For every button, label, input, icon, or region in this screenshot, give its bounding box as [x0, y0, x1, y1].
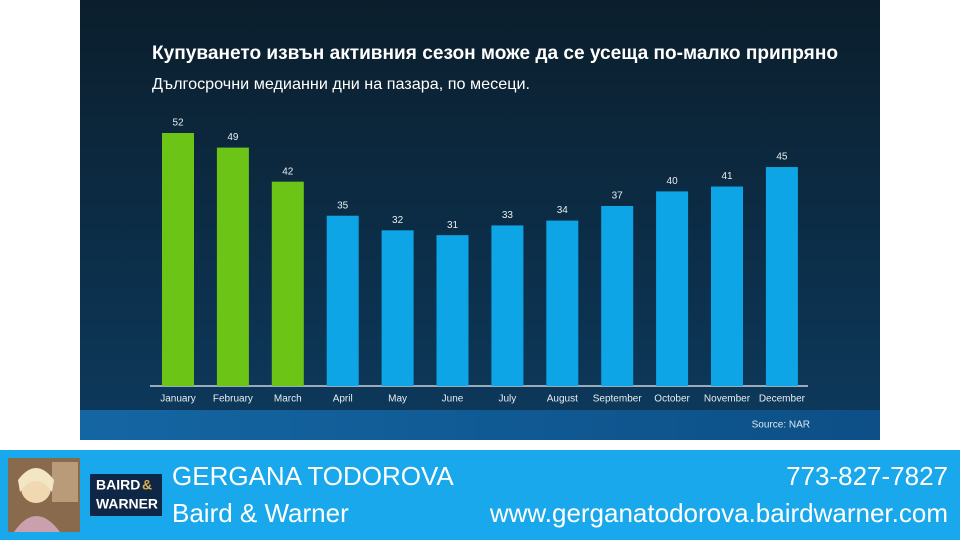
- source-strip: [80, 410, 880, 440]
- bar: [271, 181, 304, 386]
- logo-amp: &: [142, 477, 152, 493]
- x-tick-label: December: [759, 394, 806, 405]
- x-tick-label: March: [274, 394, 302, 405]
- x-tick-label: May: [388, 394, 407, 405]
- bar: [381, 230, 414, 386]
- bar: [765, 167, 798, 386]
- agent-name: GERGANA TODOROVA: [172, 461, 454, 491]
- data-label: 31: [447, 220, 459, 231]
- data-label: 41: [721, 171, 733, 182]
- source: Source: NAR: [752, 420, 810, 431]
- data-label: 37: [612, 191, 624, 202]
- bar: [216, 147, 249, 386]
- data-label: 52: [172, 118, 184, 129]
- data-label: 42: [282, 166, 294, 177]
- chart-title: Купуването извън активния сезон може да …: [152, 43, 838, 64]
- data-label: 34: [557, 205, 569, 216]
- x-tick-label: January: [160, 394, 196, 405]
- bar: [436, 235, 469, 386]
- x-tick-label: July: [499, 394, 517, 405]
- logo: BAIRD & WARNER: [90, 474, 162, 516]
- data-label: 32: [392, 215, 404, 226]
- x-tick-label: February: [213, 394, 253, 405]
- data-label: 33: [502, 210, 514, 221]
- slide: [80, 0, 880, 440]
- phone: 773-827-7827: [786, 461, 948, 491]
- x-tick-label: November: [704, 394, 751, 405]
- url: www.gerganatodorova.bairdwarner.com: [489, 498, 948, 528]
- data-label: 35: [337, 200, 349, 211]
- bar: [711, 186, 743, 386]
- bar: [601, 205, 634, 386]
- bars: 52 January 49 February 42 March 35 April 32 May 31…: [160, 118, 805, 405]
- x-tick-label: June: [442, 394, 464, 405]
- bar: [546, 220, 579, 386]
- logo-text: BAIRD: [96, 477, 140, 493]
- bar: [656, 191, 689, 386]
- company: Baird & Warner: [172, 498, 349, 528]
- x-tick-label: August: [547, 394, 578, 405]
- x-tick-label: April: [333, 394, 353, 405]
- photo: [8, 458, 80, 532]
- chart-subtitle: Дългосрочни медианни дни на пазара, по м…: [152, 76, 530, 93]
- bar: [326, 215, 359, 386]
- data-label: 45: [776, 152, 788, 163]
- x-tick-label: September: [593, 394, 643, 405]
- x-tick-label: October: [654, 394, 690, 405]
- logo-text: WARNER: [96, 496, 158, 512]
- bar: [491, 225, 524, 386]
- bar: [162, 133, 194, 386]
- data-label: 40: [667, 176, 679, 187]
- data-label: 49: [227, 132, 239, 143]
